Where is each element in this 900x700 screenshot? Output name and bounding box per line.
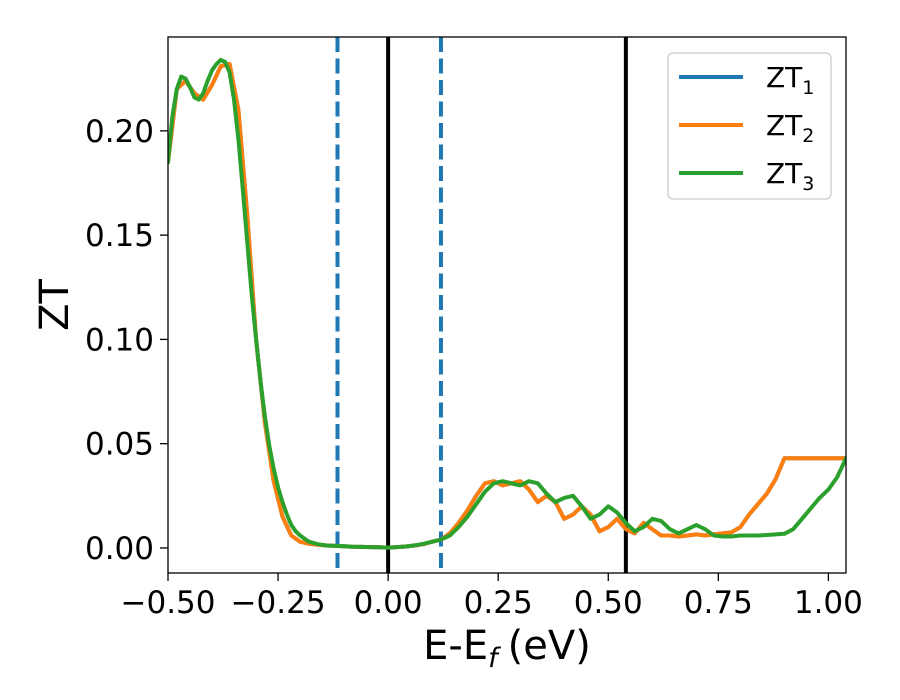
x-tick-label: 0.75	[684, 585, 753, 621]
series-layer	[168, 57, 846, 550]
x-tick-label: 1.00	[794, 585, 863, 621]
y-tick-label: 0.05	[85, 427, 154, 463]
legend-label-zt2: ZT2	[766, 109, 814, 147]
y-axis-label: ZT	[32, 279, 78, 331]
y-tick-label: 0.20	[85, 114, 154, 150]
series-line-zt2	[168, 62, 846, 550]
x-tick-label: 0.00	[354, 585, 423, 621]
legend-label-zt1: ZT1	[766, 61, 814, 99]
x-axis: −0.50 −0.25 0.00 0.25 0.50 0.75 1.00	[121, 573, 863, 621]
y-tick-label: 0.10	[85, 322, 154, 358]
x-tick-label: 0.25	[464, 585, 533, 621]
series-line-zt3	[168, 57, 846, 550]
x-axis-label-unit: (eV)	[508, 623, 591, 669]
y-tick-label: 0.00	[85, 531, 154, 567]
plot-frame	[167, 36, 847, 574]
x-axis-label-sub: f	[488, 643, 501, 674]
y-tick-label: 0.15	[85, 218, 154, 254]
x-axis-label: E-Ef (eV)	[423, 623, 591, 674]
reference-lines	[335, 37, 628, 573]
y-axis: 0.00 0.05 0.10 0.15 0.20	[85, 114, 168, 567]
x-tick-label: −0.25	[231, 585, 326, 621]
legend-box	[667, 52, 832, 200]
x-tick-label: 0.50	[574, 585, 643, 621]
legend: ZT1 ZT2 ZT3	[667, 52, 832, 200]
x-tick-label: −0.50	[121, 585, 216, 621]
x-axis-label-main: E-E	[423, 623, 488, 669]
legend-label-zt3: ZT3	[766, 157, 814, 195]
